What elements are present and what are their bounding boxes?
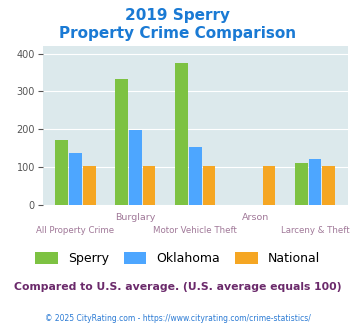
Bar (129, 130, 142, 205)
Text: Burglary: Burglary (115, 213, 155, 222)
Bar (308, 159, 321, 205)
Text: 2019 Sperry: 2019 Sperry (125, 8, 230, 23)
Bar (83, 166, 95, 205)
Bar (55, 140, 68, 205)
Bar (295, 163, 307, 205)
Bar (115, 80, 128, 205)
Text: Larceny & Theft: Larceny & Theft (281, 226, 349, 235)
Bar (322, 166, 335, 205)
Text: Arson: Arson (241, 213, 269, 222)
Bar (69, 153, 82, 205)
Text: Compared to U.S. average. (U.S. average equals 100): Compared to U.S. average. (U.S. average … (14, 282, 341, 292)
Legend: Sperry, Oklahoma, National: Sperry, Oklahoma, National (35, 252, 320, 265)
Text: Property Crime Comparison: Property Crime Comparison (59, 26, 296, 41)
Bar (175, 63, 188, 205)
Text: © 2025 CityRating.com - https://www.cityrating.com/crime-statistics/: © 2025 CityRating.com - https://www.city… (45, 314, 310, 323)
Bar (263, 166, 275, 205)
Bar (189, 147, 202, 205)
Bar (143, 166, 155, 205)
Text: All Property Crime: All Property Crime (37, 226, 115, 235)
Bar (203, 166, 215, 205)
Text: Motor Vehicle Theft: Motor Vehicle Theft (153, 226, 237, 235)
